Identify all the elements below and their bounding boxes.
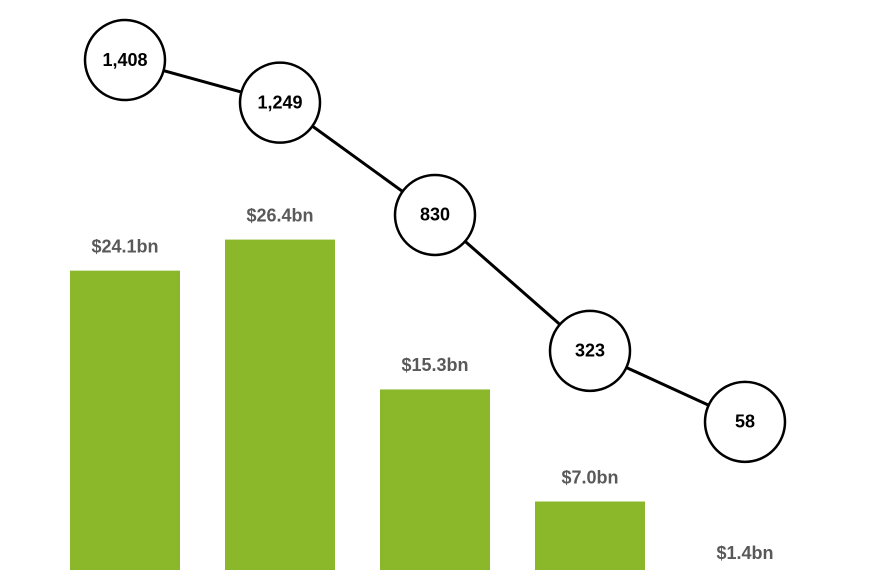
line-value-label: 58 <box>735 412 755 432</box>
line-value-label: 1,408 <box>102 50 147 70</box>
bar-value-label: $24.1bn <box>91 236 158 256</box>
bar <box>225 239 335 570</box>
bar-value-label: $1.4bn <box>716 543 773 563</box>
bar <box>380 389 490 570</box>
bar <box>70 270 180 570</box>
bar-value-label: $15.3bn <box>401 355 468 375</box>
line-value-label: 830 <box>420 205 450 225</box>
bar-value-label: $7.0bn <box>561 467 618 487</box>
line-value-label: 1,249 <box>257 92 302 112</box>
line-marker <box>393 173 477 257</box>
line-marker <box>703 380 787 464</box>
line-value-label: 323 <box>575 341 605 361</box>
bar <box>535 501 645 570</box>
line-marker <box>548 309 632 393</box>
line-marker <box>238 61 322 144</box>
line-marker <box>83 18 167 102</box>
bar-value-label: $26.4bn <box>246 205 313 225</box>
